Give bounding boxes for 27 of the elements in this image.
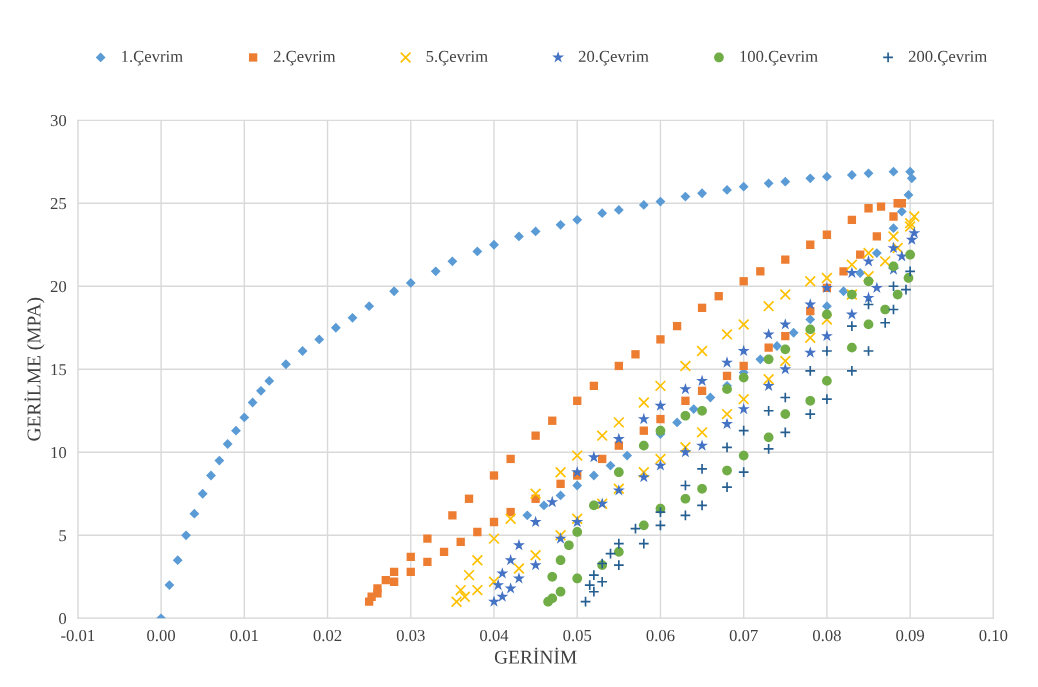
legend-label: 200.Çevrim <box>908 50 987 66</box>
x-tick-label: 0.03 <box>396 629 425 642</box>
x-tick-label: 0.09 <box>896 629 925 642</box>
legend-label: 20.Çevrim <box>578 50 649 66</box>
x-tick-label: -0.01 <box>61 629 95 642</box>
x-tick-label: 0.04 <box>480 629 509 642</box>
y-tick-label: 25 <box>50 197 67 210</box>
y-tick-label: 15 <box>51 364 67 376</box>
y-tick-label: 0 <box>59 613 67 625</box>
x-tick-label: 0.07 <box>729 629 758 642</box>
x-tick-label: 0.00 <box>147 629 176 642</box>
x-tick-label: 0.08 <box>812 629 841 642</box>
y-tick-label: 20 <box>50 280 67 293</box>
x-tick-label: 0.05 <box>563 629 592 642</box>
x-tick-label: 0.02 <box>313 629 342 642</box>
x-tick-label: 0.10 <box>979 629 1008 642</box>
y-tick-label: 30 <box>50 114 67 127</box>
y-axis-title: GERİLME (MPA) <box>24 297 45 441</box>
x-tick-label: 0.06 <box>646 629 675 642</box>
x-axis-title: GERİNİM <box>494 647 577 664</box>
legend-label: 5.Çevrim <box>426 50 488 66</box>
x-tick-label: 0.01 <box>230 629 258 642</box>
legend-label: 1.Çevrim <box>122 50 183 66</box>
legend-label: 100.Çevrim <box>740 50 818 66</box>
y-tick-label: 5 <box>59 530 67 542</box>
legend-label: 2.Çevrim <box>273 50 336 66</box>
y-tick-label: 10 <box>51 446 67 459</box>
